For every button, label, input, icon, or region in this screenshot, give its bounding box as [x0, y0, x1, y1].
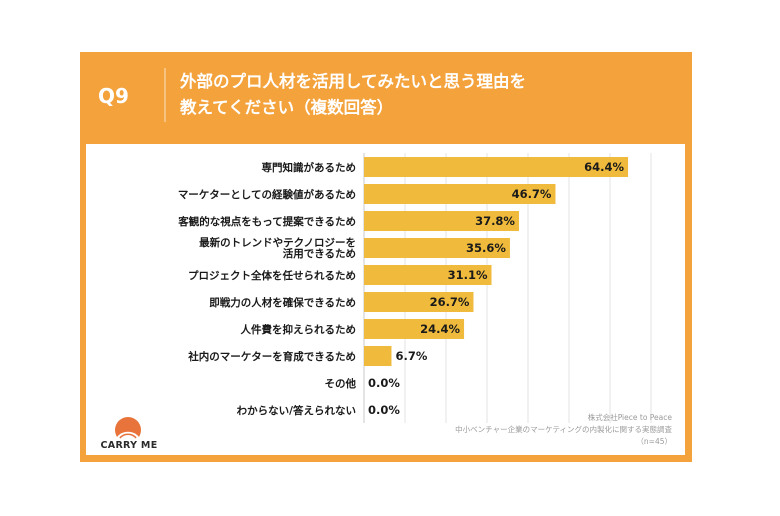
logo-text: CARRY ME: [100, 440, 158, 451]
value-label: 0.0%: [368, 403, 400, 417]
chart-title-line-1: 外部のプロ人材を活用してみたいと思う理由を: [180, 72, 527, 91]
bar: [364, 157, 629, 177]
category-label: わからない/答えられない: [237, 404, 356, 417]
value-label: 35.6%: [466, 241, 506, 255]
question-label: Q9: [98, 84, 129, 108]
source-line-1: 株式会社Piece to Peace: [587, 413, 672, 422]
value-label: 46.7%: [512, 187, 552, 201]
bar: [364, 184, 556, 204]
bar: [364, 346, 392, 366]
category-label: その他: [325, 377, 357, 390]
category-label: 即戦力の人材を確保できるため: [209, 296, 356, 309]
value-label: 24.4%: [420, 322, 460, 336]
category-label: マーケターとしての経験値があるため: [178, 188, 356, 201]
value-label: 64.4%: [584, 160, 624, 174]
bar-chart: 専門知識があるため 64.4% マーケターとしての経験値があるため 46.7% 客観的な…: [177, 153, 652, 423]
bar: [364, 265, 492, 285]
value-label: 6.7%: [395, 349, 427, 363]
chart-title-line-2: 教えてください（複数回答）: [180, 98, 394, 117]
source-note: 株式会社Piece to Peace 中小ベンチャー企業のマーケティングの内製化…: [352, 412, 672, 448]
header-divider: [164, 68, 166, 122]
source-line-2: 中小ベンチャー企業のマーケティングの内製化に関する実態調査: [455, 425, 672, 434]
bar: [364, 238, 510, 258]
value-label: 31.1%: [448, 268, 488, 282]
category-label: 客観的な視点をもって提案できるため: [177, 215, 356, 228]
category-label: 最新のトレンドやテクノロジーを活用できるため: [199, 236, 356, 260]
category-label: 社内のマーケターを育成できるため: [187, 350, 356, 363]
bar: [364, 319, 465, 339]
sunrise-logo-icon: [115, 417, 141, 444]
value-label: 26.7%: [430, 295, 470, 309]
bar: [364, 211, 519, 231]
chart-title: 外部のプロ人材を活用してみたいと思う理由を 教えてください（複数回答）: [180, 69, 650, 121]
category-label: 人件費を抑えられるため: [241, 323, 357, 336]
source-line-3: （n=45）: [636, 437, 672, 446]
value-label: 37.8%: [475, 214, 515, 228]
category-label: プロジェクト全体を任せられるため: [188, 269, 356, 282]
chart-panel: 専門知識があるため 64.4% マーケターとしての経験値があるため 46.7% 客観的な…: [86, 144, 685, 455]
value-label: 0.0%: [368, 376, 400, 390]
bar: [364, 292, 474, 312]
category-label: 専門知識があるため: [262, 161, 357, 174]
